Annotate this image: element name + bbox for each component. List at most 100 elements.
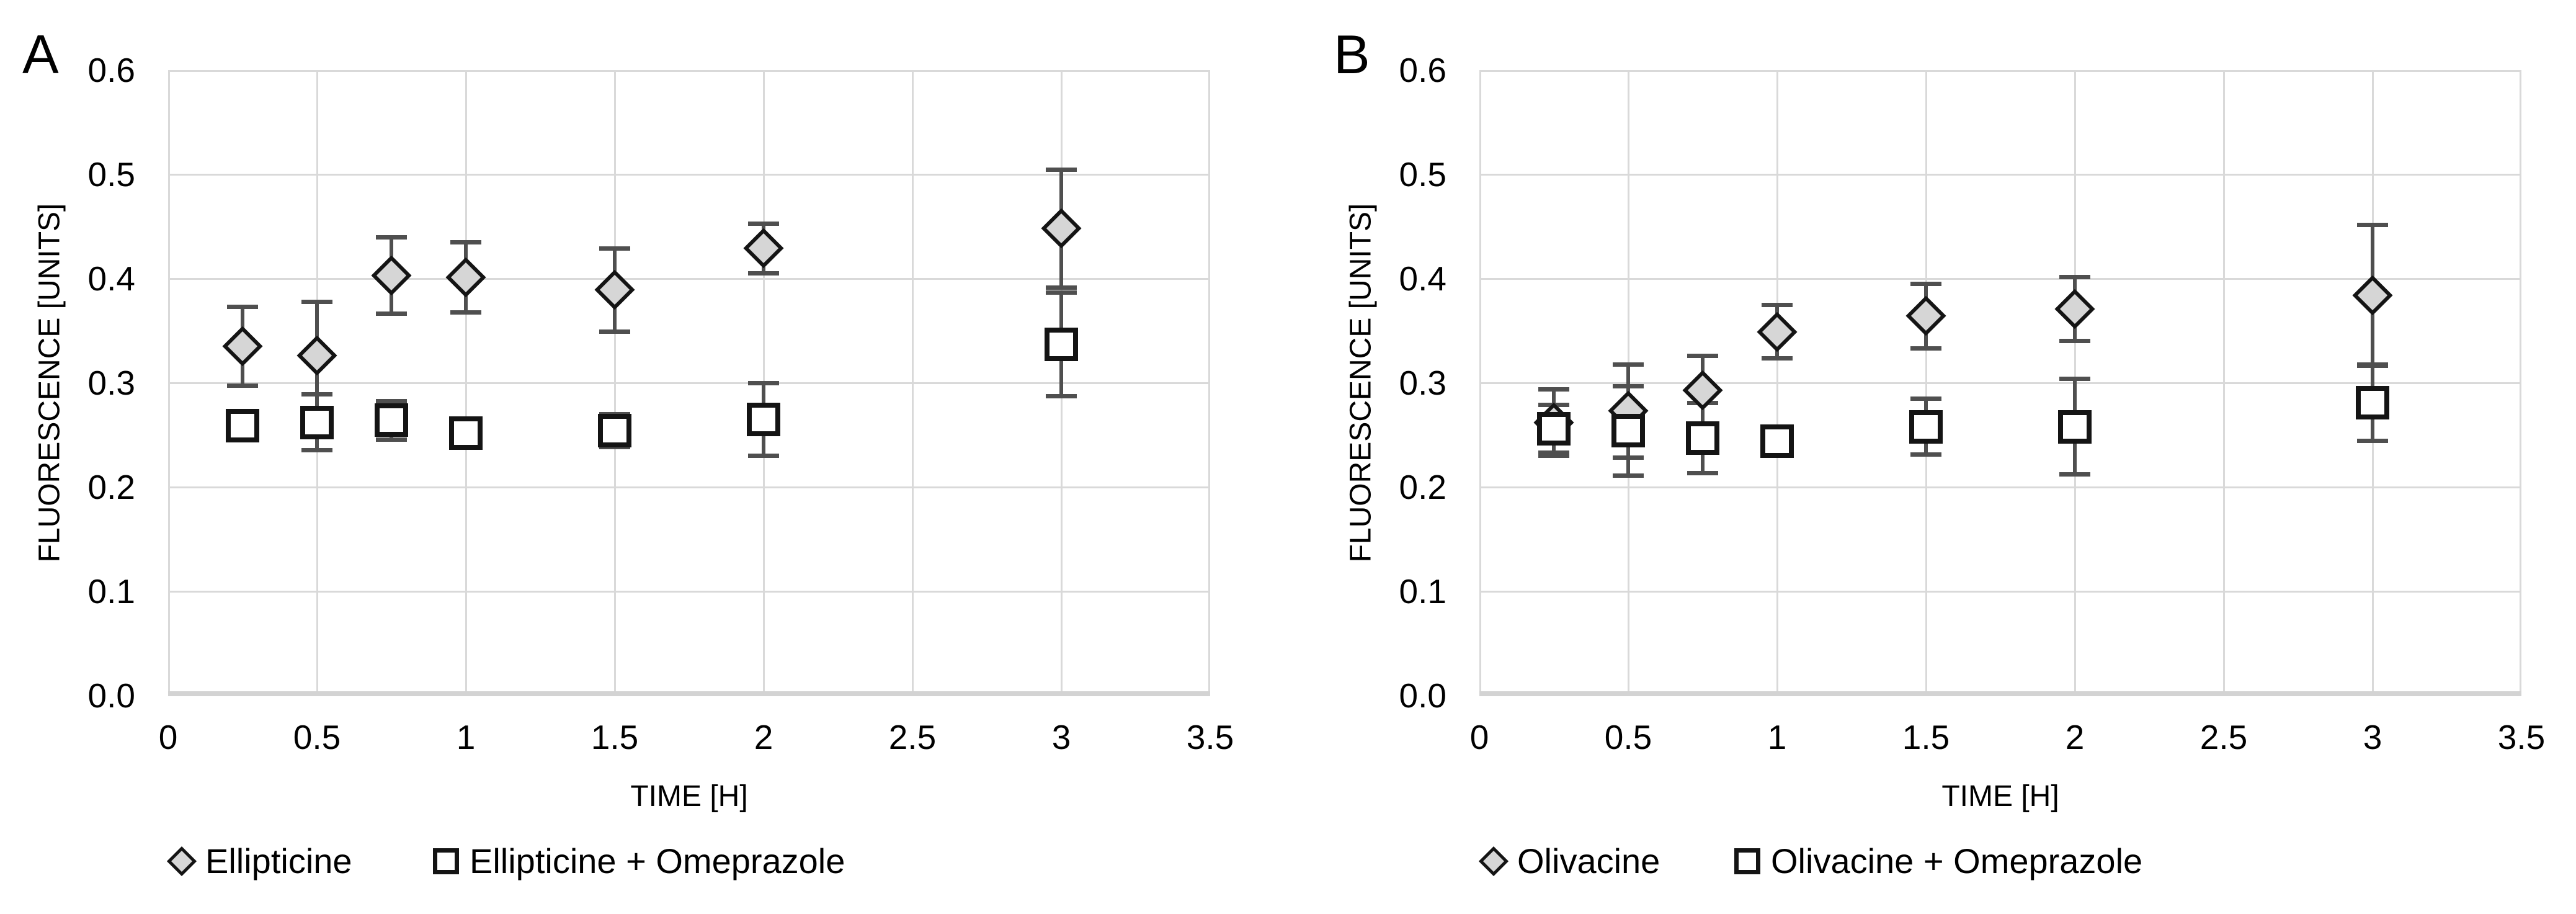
error-bar-cap-top xyxy=(599,246,630,251)
legend-square-icon xyxy=(433,848,459,874)
square-marker xyxy=(1686,421,1719,455)
error-bar-cap-bottom xyxy=(748,453,779,458)
y-tick-label: 0.2 xyxy=(1399,468,1446,506)
error-bar-cap-bottom xyxy=(376,311,407,316)
square-marker xyxy=(1760,424,1794,459)
y-tick-label: 0.1 xyxy=(87,572,135,611)
error-bar-cap-bottom xyxy=(599,329,630,334)
error-bar-cap-top xyxy=(1046,290,1077,295)
error-bar-cap-bottom xyxy=(1538,450,1569,455)
x-tick-label: 0 xyxy=(1469,718,1489,756)
error-bar-cap-bottom xyxy=(1613,473,1644,478)
error-bar-cap-bottom xyxy=(1762,356,1793,361)
diamond-marker xyxy=(371,255,412,296)
diamond-marker xyxy=(222,326,263,367)
legend-square-icon xyxy=(1734,848,1760,874)
error-bar-cap-bottom xyxy=(748,271,779,276)
error-bar-cap-bottom xyxy=(2059,472,2090,477)
diamond-marker xyxy=(594,269,635,310)
x-tick-label: 0.5 xyxy=(1604,718,1652,756)
error-bar-cap-top xyxy=(2357,222,2388,227)
diamond-marker xyxy=(2352,275,2393,316)
legend-label: Ellipticine xyxy=(205,841,352,880)
x-tick-label: 1 xyxy=(1767,718,1787,756)
square-marker xyxy=(1909,410,1943,444)
legend-label: Ellipticine + Omeprazole xyxy=(470,841,845,880)
gridline-horizontal xyxy=(1479,591,2521,593)
diamond-marker xyxy=(1905,295,1946,336)
error-bar-cap-top xyxy=(2059,377,2090,382)
square-marker xyxy=(2058,410,2092,444)
x-tick-label: 0.5 xyxy=(293,718,341,756)
y-tick-label: 0.3 xyxy=(87,364,135,402)
square-marker xyxy=(375,403,408,437)
error-bar-cap-top xyxy=(748,221,779,226)
y-tick-label: 0.2 xyxy=(87,468,135,506)
panel-label: B xyxy=(1334,24,1370,85)
x-tick-label: 0 xyxy=(158,718,178,756)
diamond-marker xyxy=(743,228,784,269)
x-tick-label: 2 xyxy=(754,718,773,756)
x-tick-label: 3.5 xyxy=(1186,718,1234,756)
y-tick-label: 0.4 xyxy=(87,259,135,298)
error-bar-cap-top xyxy=(1687,354,1718,359)
y-tick-label: 0.5 xyxy=(87,155,135,194)
square-marker xyxy=(1537,411,1571,446)
error-bar-cap-top xyxy=(1613,384,1644,389)
square-marker xyxy=(747,402,780,436)
x-axis-title: TIME [H] xyxy=(1941,780,2059,813)
gridline-horizontal xyxy=(1479,70,2521,72)
error-bar-cap-top xyxy=(2059,274,2090,279)
gridline-horizontal xyxy=(168,382,1210,384)
error-bar-cap-bottom xyxy=(1538,453,1569,458)
square-marker xyxy=(1045,327,1078,361)
error-bar-cap-bottom xyxy=(1046,393,1077,398)
error-bar-cap-top xyxy=(227,305,258,310)
square-marker xyxy=(598,414,631,448)
plot-area xyxy=(1479,70,2521,696)
y-tick-label: 0.4 xyxy=(1399,259,1446,298)
error-bar-cap-bottom xyxy=(1910,452,1941,457)
gridline-horizontal xyxy=(168,278,1210,280)
x-axis-title: TIME [H] xyxy=(630,780,748,813)
x-axis-line xyxy=(168,691,1210,696)
square-marker xyxy=(226,408,259,442)
diamond-marker xyxy=(1757,311,1798,352)
legend-label: Olivacine + Omeprazole xyxy=(1771,841,2143,880)
error-bar-cap-bottom xyxy=(227,383,258,388)
square-marker xyxy=(300,405,334,439)
x-tick-label: 1 xyxy=(456,718,476,756)
error-bar-cap-top xyxy=(1910,397,1941,401)
error-bar-cap-top xyxy=(1910,282,1941,287)
error-bar-cap-top xyxy=(301,299,332,304)
error-bar-cap-top xyxy=(2357,362,2388,367)
gridline-horizontal xyxy=(1479,174,2521,176)
x-tick-label: 3 xyxy=(2363,718,2382,756)
error-bar-cap-top xyxy=(450,240,481,245)
y-tick-label: 0.6 xyxy=(1399,51,1446,89)
diamond-marker xyxy=(296,335,337,376)
error-bar-cap-top xyxy=(1046,167,1077,172)
x-tick-label: 1.5 xyxy=(1902,718,1950,756)
x-tick-label: 2.5 xyxy=(888,718,937,756)
legend-label: Olivacine xyxy=(1517,841,1660,880)
x-tick-label: 2 xyxy=(2065,718,2085,756)
y-tick-label: 0.3 xyxy=(1399,364,1446,402)
error-bar-cap-bottom xyxy=(2357,439,2388,444)
x-tick-label: 3 xyxy=(1051,718,1071,756)
x-tick-label: 3.5 xyxy=(2497,718,2546,756)
error-bar-cap-top xyxy=(376,235,407,240)
error-bar-cap-bottom xyxy=(301,448,332,453)
error-bar-cap-top xyxy=(301,392,332,397)
y-tick-label: 0.5 xyxy=(1399,155,1446,194)
y-tick-label: 0.6 xyxy=(87,51,135,89)
square-marker xyxy=(2356,385,2389,419)
error-bar-cap-bottom xyxy=(2059,338,2090,343)
y-tick-label: 0.0 xyxy=(87,676,135,715)
gridline-horizontal xyxy=(1479,486,2521,488)
gridline-horizontal xyxy=(168,70,1210,72)
x-tick-label: 1.5 xyxy=(591,718,639,756)
error-bar-cap-top xyxy=(1613,362,1644,367)
x-axis-line xyxy=(1479,691,2521,696)
square-marker xyxy=(1611,414,1645,448)
